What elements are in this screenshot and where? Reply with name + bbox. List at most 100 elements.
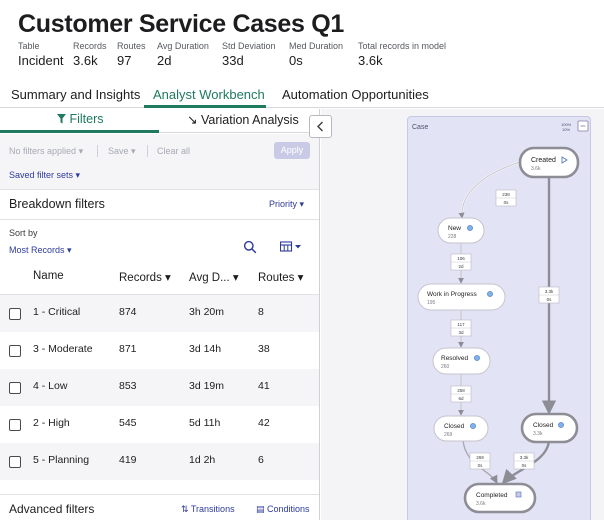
stat-avg-duration: Avg Duration 2d bbox=[157, 41, 209, 68]
row-checkbox[interactable] bbox=[9, 456, 21, 468]
column-header-routes[interactable]: Routes ▾ bbox=[258, 270, 303, 284]
active-tab-indicator bbox=[144, 105, 266, 108]
edge-label: 3.3k 0s bbox=[513, 452, 535, 470]
row-checkbox[interactable] bbox=[9, 308, 21, 320]
advanced-filters-title: Advanced filters bbox=[9, 502, 95, 516]
sort-by-dropdown[interactable]: Most Records ▾ bbox=[9, 245, 72, 256]
svg-text:Resolved: Resolved bbox=[441, 355, 468, 362]
conditions-button[interactable]: ▤ Conditions bbox=[256, 504, 310, 515]
save-dropdown[interactable]: Save ▾ bbox=[108, 146, 136, 157]
cell-routes: 6 bbox=[258, 454, 264, 466]
tab-variation-analysis[interactable]: ↘ Variation Analysis bbox=[187, 112, 299, 127]
svg-text:Completed: Completed bbox=[476, 492, 508, 499]
stat-value: 3.6k bbox=[358, 53, 383, 68]
zoom-label-top: 100% bbox=[561, 122, 572, 127]
svg-text:269: 269 bbox=[476, 455, 484, 460]
stat-label: Records bbox=[73, 41, 107, 51]
node-new[interactable]: New 228 bbox=[437, 217, 485, 244]
stat-table: Table Incident bbox=[18, 41, 64, 68]
svg-text:Closed: Closed bbox=[444, 423, 465, 430]
status-dot-icon bbox=[467, 225, 473, 231]
table-row[interactable]: 2 - High 545 5d 11h 42 bbox=[0, 406, 319, 443]
divider bbox=[97, 145, 98, 157]
stat-value: 0s bbox=[289, 53, 303, 68]
page-title: Customer Service Cases Q1 bbox=[18, 10, 345, 38]
transitions-button[interactable]: ⇅ Transitions bbox=[181, 504, 235, 515]
saved-filter-sets-dropdown[interactable]: Saved filter sets ▾ bbox=[9, 170, 80, 181]
divider bbox=[147, 145, 148, 157]
priority-label: Priority bbox=[269, 199, 298, 209]
stat-routes: Routes 97 bbox=[117, 41, 146, 68]
breakdown-filters-title: Breakdown filters bbox=[9, 197, 105, 211]
svg-text:Created: Created bbox=[531, 157, 556, 164]
stat-med-duration: Med Duration 0s bbox=[289, 41, 343, 68]
cell-routes: 8 bbox=[258, 306, 264, 318]
sort-by-label: Sort by bbox=[9, 228, 38, 238]
node-created[interactable]: Created 3.6k bbox=[518, 146, 580, 179]
apply-button[interactable]: Apply bbox=[274, 142, 310, 159]
column-header-avg-duration[interactable]: Avg D... ▾ bbox=[189, 270, 239, 284]
stat-std-deviation: Std Deviation 33d bbox=[222, 41, 276, 68]
svg-text:2d: 2d bbox=[458, 264, 464, 269]
cell-name: 5 - Planning bbox=[33, 454, 90, 466]
row-checkbox[interactable] bbox=[9, 382, 21, 394]
cell-name: 4 - Low bbox=[33, 380, 68, 392]
chevron-down-icon: ▾ bbox=[131, 146, 136, 156]
tab-automation-opportunities[interactable]: Automation Opportunities bbox=[282, 87, 429, 102]
stat-label: Avg Duration bbox=[157, 41, 209, 51]
cell-routes: 42 bbox=[258, 417, 270, 429]
row-checkbox[interactable] bbox=[9, 419, 21, 431]
table-row[interactable]: 1 - Critical 874 3h 20m 8 bbox=[0, 295, 319, 332]
search-icon[interactable] bbox=[243, 240, 257, 254]
tab-analyst-workbench[interactable]: Analyst Workbench bbox=[153, 87, 265, 102]
svg-text:238: 238 bbox=[502, 192, 510, 197]
column-header-records-label: Records bbox=[119, 272, 162, 284]
cell-name: 2 - High bbox=[33, 417, 70, 429]
stat-records: Records 3.6k bbox=[73, 41, 107, 68]
divider bbox=[0, 294, 319, 295]
expand-map-icon[interactable] bbox=[577, 120, 589, 132]
svg-text:6d: 6d bbox=[458, 396, 464, 401]
transitions-label: Transitions bbox=[190, 504, 235, 514]
cell-records: 853 bbox=[119, 380, 137, 392]
conditions-icon: ▤ bbox=[256, 504, 265, 514]
edge-label: 3.3k 0s bbox=[538, 286, 560, 304]
cell-records: 874 bbox=[119, 306, 137, 318]
columns-icon[interactable] bbox=[280, 241, 304, 253]
priority-dropdown[interactable]: Priority ▾ bbox=[269, 199, 304, 210]
column-header-routes-label: Routes bbox=[258, 272, 295, 284]
tab-filters-label: Filters bbox=[69, 112, 104, 126]
node-work-in-progress[interactable]: Work in Progress 195 bbox=[417, 283, 506, 311]
process-map-card bbox=[407, 116, 591, 520]
cell-records: 545 bbox=[119, 417, 137, 429]
cell-avg-duration: 3h 20m bbox=[189, 306, 225, 318]
clear-all-button[interactable]: Clear all bbox=[157, 146, 191, 156]
filters-dropdown[interactable]: No filters applied ▾ bbox=[9, 146, 83, 157]
node-closed[interactable]: Closed 269 bbox=[433, 415, 489, 442]
zoom-label-bottom: 10% bbox=[562, 127, 570, 132]
stat-value: 97 bbox=[117, 53, 132, 68]
stat-label: Total records in model bbox=[358, 41, 447, 51]
node-closed-main[interactable]: Closed 3.3k bbox=[520, 412, 579, 444]
svg-text:117: 117 bbox=[457, 322, 465, 327]
cell-records: 419 bbox=[119, 454, 137, 466]
table-row[interactable]: 4 - Low 853 3d 19m 41 bbox=[0, 369, 319, 406]
advanced-filters-bar: Advanced filters ⇅ Transitions ▤ Conditi… bbox=[0, 494, 319, 520]
table-row[interactable]: 5 - Planning 419 1d 2h 6 bbox=[0, 443, 319, 480]
table-row[interactable]: 3 - Moderate 871 3d 14h 38 bbox=[0, 332, 319, 369]
active-subtab-indicator bbox=[0, 130, 159, 133]
row-checkbox[interactable] bbox=[9, 345, 21, 357]
stat-label: Std Deviation bbox=[222, 41, 276, 51]
svg-text:0s: 0s bbox=[504, 200, 510, 205]
tab-summary-and-insights[interactable]: Summary and Insights bbox=[11, 87, 141, 102]
column-header-records[interactable]: Records ▾ bbox=[119, 270, 171, 284]
save-label: Save bbox=[108, 146, 129, 156]
status-dot-icon bbox=[487, 291, 493, 297]
node-resolved[interactable]: Resolved 260 bbox=[432, 347, 491, 375]
filter-bar: No filters applied ▾ Save ▾ Clear all Ap… bbox=[0, 134, 319, 190]
cell-name: 3 - Moderate bbox=[33, 343, 93, 355]
node-completed[interactable]: Completed 3.6k bbox=[463, 482, 537, 514]
tab-filters[interactable]: Filters bbox=[57, 112, 104, 126]
cell-routes: 38 bbox=[258, 343, 270, 355]
collapse-panel-button[interactable] bbox=[309, 115, 332, 138]
